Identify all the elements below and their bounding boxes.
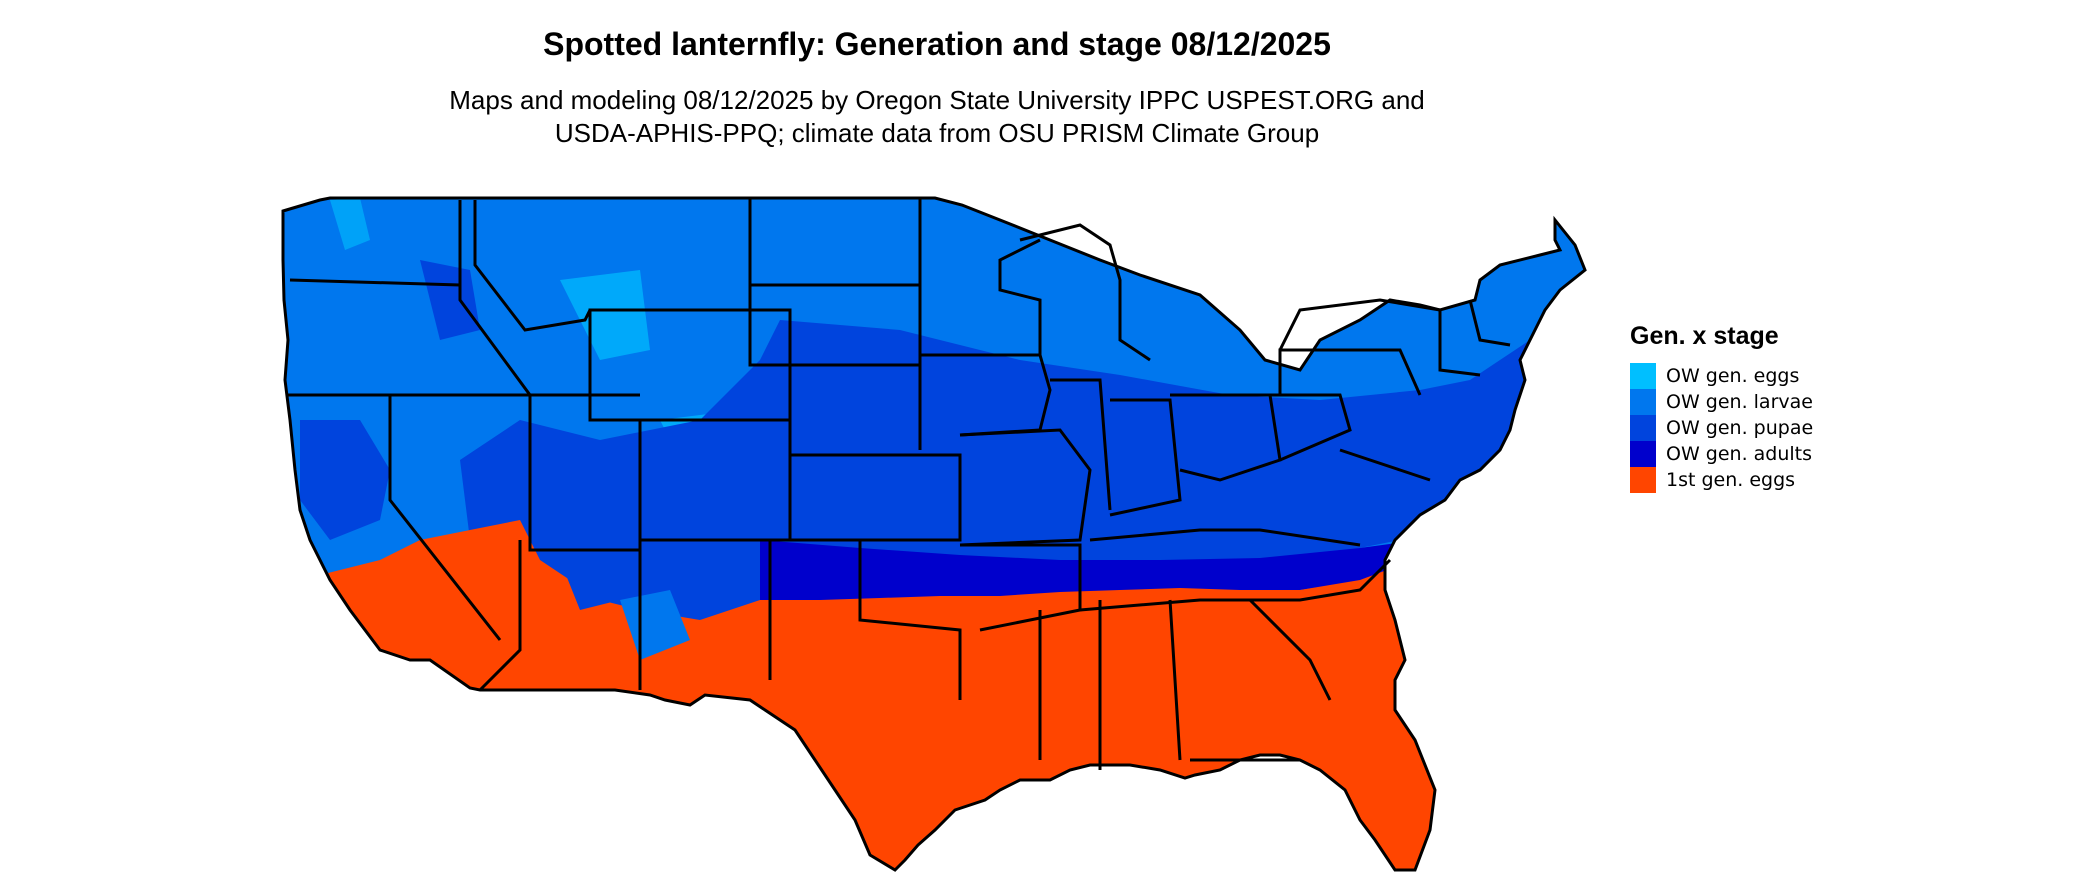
region-ow-larvae-gila bbox=[620, 590, 690, 660]
legend-label: OW gen. eggs bbox=[1666, 365, 1800, 387]
legend: Gen. x stage OW gen. eggs OW gen. larvae… bbox=[1630, 322, 1813, 493]
border-ar bbox=[960, 543, 1082, 632]
border-ky-tn bbox=[1089, 528, 1361, 547]
border-ne-states bbox=[1438, 310, 1481, 377]
border-az-w bbox=[478, 540, 522, 692]
legend-item-ow-larvae: OW gen. larvae bbox=[1630, 389, 1813, 415]
legend-label: 1st gen. eggs bbox=[1666, 469, 1796, 491]
border-pa-wv bbox=[1270, 393, 1352, 462]
stage-regions bbox=[283, 198, 1585, 870]
border-vt-nh bbox=[1468, 299, 1511, 347]
legend-item-1st-gen-eggs: 1st gen. eggs bbox=[1630, 467, 1813, 493]
border-mt-id bbox=[473, 200, 592, 332]
border-va bbox=[1339, 448, 1431, 482]
region-ow-eggs-cascades bbox=[330, 198, 370, 250]
region-ow-pupae bbox=[460, 320, 1540, 620]
region-ow-pupae-oregon bbox=[420, 260, 480, 340]
border-tn-s bbox=[1079, 558, 1392, 612]
border-ok bbox=[770, 538, 962, 700]
legend-item-ow-eggs: OW gen. eggs bbox=[1630, 363, 1813, 389]
border-mo bbox=[959, 428, 1092, 547]
legend-swatch bbox=[1630, 363, 1656, 389]
region-ow-pupae-arizona bbox=[560, 555, 620, 610]
border-mi-lower bbox=[1019, 223, 1151, 362]
border-pa-ny bbox=[1278, 348, 1422, 396]
legend-item-ow-adults: OW gen. adults bbox=[1630, 441, 1813, 467]
subtitle-line-2: USDA-APHIS-PPQ; climate data from OSU PR… bbox=[554, 118, 1320, 148]
border-ny bbox=[1278, 298, 1441, 351]
border-id bbox=[458, 200, 640, 397]
border-ga-sc bbox=[1248, 598, 1332, 701]
map-subtitle: Maps and modeling 08/12/2025 by Oregon S… bbox=[0, 84, 1874, 150]
region-ow-adults bbox=[760, 540, 1420, 615]
legend-swatch bbox=[1630, 467, 1656, 493]
state-borders bbox=[281, 196, 1587, 872]
legend-swatch bbox=[1630, 389, 1656, 415]
legend-label: OW gen. pupae bbox=[1666, 417, 1814, 439]
legend-swatch bbox=[1630, 415, 1656, 441]
legend-title: Gen. x stage bbox=[1630, 322, 1779, 350]
border-al-ga bbox=[1168, 599, 1182, 761]
border-wa-or bbox=[289, 278, 461, 287]
legend-label: OW gen. adults bbox=[1666, 443, 1813, 465]
border-ca-nv bbox=[388, 395, 502, 641]
legend-label: OW gen. larvae bbox=[1666, 391, 1813, 413]
legend-swatch bbox=[1630, 441, 1656, 467]
us-outline bbox=[281, 196, 1587, 872]
map-title: Spotted lanternfly: Generation and stage… bbox=[543, 26, 1331, 62]
border-in bbox=[1109, 398, 1182, 517]
border-nd-sd-w bbox=[748, 198, 920, 367]
region-ow-eggs-rockies bbox=[560, 270, 650, 360]
border-wi bbox=[998, 238, 1042, 355]
region-ow-pupae-california bbox=[300, 420, 390, 540]
border-il bbox=[1050, 378, 1112, 511]
legend-item-ow-pupae: OW gen. pupae bbox=[1630, 415, 1813, 441]
subtitle-line-1: Maps and modeling 08/12/2025 by Oregon S… bbox=[449, 85, 1425, 115]
border-ks bbox=[780, 453, 962, 542]
